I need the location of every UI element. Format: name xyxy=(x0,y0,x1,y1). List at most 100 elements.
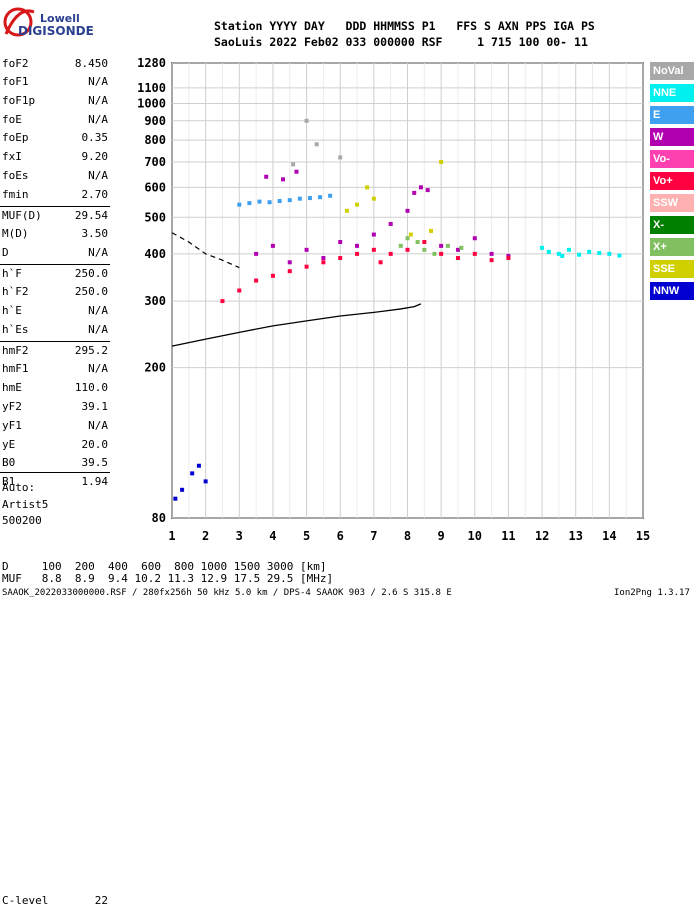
data-point xyxy=(318,195,323,200)
y-tick-label: 700 xyxy=(144,155,166,169)
data-point xyxy=(405,247,410,252)
param-name: B1 xyxy=(2,475,16,488)
data-point xyxy=(173,496,178,501)
data-point xyxy=(203,479,208,484)
data-point xyxy=(560,253,565,258)
data-point xyxy=(270,243,275,248)
param-name: hmE xyxy=(2,381,22,394)
data-point xyxy=(422,240,427,245)
data-point xyxy=(328,193,333,198)
param-row-d: D N/A xyxy=(2,246,108,260)
data-point xyxy=(439,251,444,256)
param-row-clevel: C-level 22 xyxy=(2,894,108,908)
data-point xyxy=(277,199,282,204)
param-separator xyxy=(0,206,110,207)
param-value: 39.5 xyxy=(81,456,109,469)
data-point xyxy=(287,260,292,265)
param-value: 8.450 xyxy=(74,57,108,70)
legend-item-vo: Vo- xyxy=(650,150,694,168)
data-point xyxy=(287,269,292,274)
param-value: 295.2 xyxy=(74,344,108,357)
data-point xyxy=(338,256,343,261)
data-point xyxy=(425,188,430,193)
y-tick-label: 1100 xyxy=(137,81,166,95)
param-row-foe: foE N/A xyxy=(2,113,108,127)
data-point xyxy=(439,160,444,165)
data-point xyxy=(291,162,296,167)
legend-item-ssw: SSW xyxy=(650,194,694,212)
legend-item-noval: NoVal xyxy=(650,62,694,80)
data-point xyxy=(597,251,602,256)
data-point xyxy=(388,251,393,256)
data-point xyxy=(546,249,551,254)
data-point xyxy=(264,174,269,179)
y-tick-label: 200 xyxy=(144,361,166,375)
data-point xyxy=(307,196,312,201)
data-point xyxy=(439,243,444,248)
param-value: N/A xyxy=(88,323,108,336)
legend-item-x: X+ xyxy=(650,238,694,256)
autoscale-code: 500200 xyxy=(2,514,42,527)
y-tick-label: 1000 xyxy=(137,97,166,111)
param-name: MUF(D) xyxy=(2,209,42,222)
x-tick-label: 9 xyxy=(438,529,445,543)
data-point xyxy=(455,256,460,261)
footer-muf-row: MUF 8.8 8.9 9.4 10.2 11.3 12.9 17.5 29.5… xyxy=(2,572,334,585)
data-point xyxy=(297,196,302,201)
param-row-ye: yE 20.0 xyxy=(2,438,108,452)
data-point xyxy=(388,221,393,226)
x-tick-label: 5 xyxy=(303,529,310,543)
data-point xyxy=(371,232,376,237)
header-row-2: SaoLuis 2022 Feb02 033 000000 RSF 1 715 … xyxy=(214,35,588,49)
param-value: N/A xyxy=(88,113,108,126)
data-point xyxy=(472,251,477,256)
param-row-fmin: fmin 2.70 xyxy=(2,188,108,202)
legend-item-vo: Vo+ xyxy=(650,172,694,190)
param-row-foep: foEp 0.35 xyxy=(2,131,108,145)
param-value: N/A xyxy=(88,246,108,259)
param-row-he: h`E N/A xyxy=(2,304,108,318)
data-point xyxy=(237,202,242,207)
data-point xyxy=(190,471,195,476)
data-point xyxy=(489,258,494,263)
param-value: 29.54 xyxy=(74,209,108,222)
data-point xyxy=(220,299,225,304)
legend-item-w: W xyxy=(650,128,694,146)
y-tick-label: 1280 xyxy=(137,56,166,70)
param-name: D xyxy=(2,246,9,259)
param-name: foE xyxy=(2,113,22,126)
param-value: 20.0 xyxy=(81,438,109,451)
param-value: 39.1 xyxy=(81,400,109,413)
x-tick-label: 8 xyxy=(404,529,411,543)
data-point xyxy=(556,251,561,256)
param-value: 1.94 xyxy=(81,475,109,488)
data-point xyxy=(365,185,370,190)
param-row-hf: h`F 250.0 xyxy=(2,267,108,281)
data-point xyxy=(405,208,410,213)
param-row-hf2: h`F2 250.0 xyxy=(2,285,108,299)
data-point xyxy=(254,278,259,283)
param-row-yf1: yF1 N/A xyxy=(2,419,108,433)
x-tick-label: 12 xyxy=(535,529,549,543)
param-value: 250.0 xyxy=(74,267,108,280)
param-row-md: M(D) 3.50 xyxy=(2,227,108,241)
data-point xyxy=(294,169,299,174)
data-point xyxy=(304,247,309,252)
x-tick-label: 13 xyxy=(568,529,582,543)
param-value: N/A xyxy=(88,75,108,88)
x-tick-label: 10 xyxy=(468,529,482,543)
data-point xyxy=(617,253,622,258)
param-separator xyxy=(0,472,110,473)
param-separator xyxy=(0,341,110,342)
param-row-yf2: yF2 39.1 xyxy=(2,400,108,414)
data-point xyxy=(408,232,413,237)
footer-version: Ion2Png 1.3.17 xyxy=(614,588,690,598)
data-point xyxy=(506,253,511,258)
param-value: 110.0 xyxy=(74,381,108,394)
y-tick-label: 400 xyxy=(144,247,166,261)
legend-item-x: X- xyxy=(650,216,694,234)
param-name: h`F2 xyxy=(2,285,29,298)
data-point xyxy=(304,264,309,269)
data-point xyxy=(338,155,343,160)
profile-line xyxy=(171,303,422,347)
